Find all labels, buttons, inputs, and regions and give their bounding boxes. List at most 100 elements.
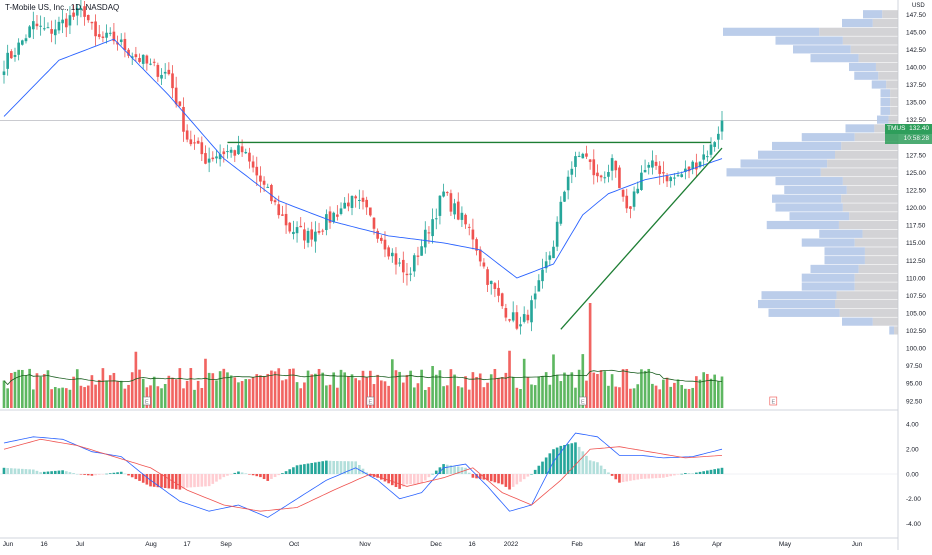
candle-body — [281, 214, 284, 216]
macd-histogram-bar — [409, 474, 412, 485]
macd-histogram-bar — [75, 474, 79, 475]
volume-bar — [563, 372, 566, 408]
volume-bar — [522, 358, 526, 408]
macd-histogram-bar — [218, 474, 222, 480]
candle-body — [328, 211, 332, 223]
macd-histogram-bar — [504, 474, 508, 487]
macd-histogram-bar — [35, 470, 39, 474]
macd-histogram-bar — [427, 474, 431, 478]
macd-histogram-bar — [651, 474, 654, 479]
candle-body — [10, 51, 13, 59]
volume-bar — [423, 389, 427, 408]
candle-body — [339, 208, 343, 214]
candle-body — [717, 133, 720, 140]
time-axis-tick-label: Apr — [712, 541, 723, 548]
candle-body — [647, 164, 651, 168]
candle-body — [618, 167, 621, 189]
volume-bar — [445, 385, 449, 408]
volume-bar — [193, 389, 196, 408]
price-axis-tick-label: 110.00 — [906, 275, 926, 282]
volume-profile-bar — [726, 168, 821, 177]
volume-bar — [427, 387, 431, 408]
volume-bar — [266, 373, 270, 408]
volume-bar — [691, 387, 695, 408]
volume-profile-bar — [854, 238, 898, 247]
macd-histogram-bar — [695, 472, 698, 474]
macd-histogram-bar — [20, 468, 24, 474]
candle-body — [226, 151, 229, 153]
volume-bar — [61, 387, 64, 408]
candle-body — [603, 177, 607, 179]
macd-axis-tick-label: 2.00 — [906, 447, 919, 454]
macd-axis-tick-label: 4.00 — [906, 422, 919, 429]
volume-profile-bar — [842, 177, 898, 186]
volume-profile-bar — [835, 150, 898, 159]
macd-histogram-bar — [262, 474, 266, 480]
candle-body — [244, 151, 248, 154]
volume-profile-bar — [845, 124, 875, 133]
time-axis-tick-label: Nov — [359, 541, 371, 548]
macd-histogram-bar — [654, 474, 658, 479]
candle-body — [86, 15, 90, 21]
volume-profile-bar — [846, 185, 898, 194]
candle-body — [108, 32, 112, 34]
volume-bar — [592, 372, 596, 408]
macd-histogram-bar — [347, 461, 350, 474]
macd-histogram-bar — [116, 472, 119, 474]
price-axis-tick-label: 135.00 — [906, 100, 926, 107]
volume-profile-bar — [871, 80, 887, 89]
volume-bar — [387, 385, 390, 408]
candle-body — [28, 26, 31, 38]
volume-bar — [500, 377, 504, 408]
candle-body — [654, 161, 658, 166]
volume-bar — [684, 388, 687, 408]
volume-profile-bar — [872, 317, 898, 326]
volume-profile-bar — [789, 212, 850, 221]
volume-bar — [526, 377, 530, 408]
macd-histogram-bar — [625, 474, 629, 482]
volume-profile-bar — [819, 27, 898, 36]
macd-histogram-bar — [321, 461, 325, 474]
macd-histogram-bar — [574, 442, 577, 474]
volume-bar — [405, 374, 409, 408]
macd-histogram-bar — [537, 465, 541, 474]
volume-bar — [372, 384, 376, 408]
chart-title: T-Mobile US, Inc., 1D, NASDAQ — [5, 3, 120, 12]
volume-bar — [416, 383, 420, 408]
candle-body — [347, 202, 350, 207]
candle-body — [266, 186, 270, 188]
macd-histogram-bar — [310, 462, 314, 474]
candle-body — [292, 231, 295, 235]
candle-body — [599, 175, 603, 178]
macd-histogram-bar — [130, 474, 134, 478]
macd-histogram-bar — [336, 461, 339, 474]
volume-bar — [596, 374, 599, 408]
volume-bar — [310, 374, 314, 408]
candle-body — [277, 204, 281, 216]
candle-body — [658, 165, 662, 174]
macd-histogram-bar — [596, 462, 599, 474]
macd-histogram-bar — [398, 474, 401, 489]
candle-body — [251, 161, 255, 168]
macd-histogram-bar — [369, 474, 372, 477]
candle-body — [229, 149, 233, 153]
price-axis-tick-label: 107.50 — [906, 293, 926, 300]
volume-bar — [625, 368, 629, 408]
volume-bar — [343, 372, 347, 408]
macd-histogram-bar — [259, 474, 262, 478]
price-axis-tick-label: 120.00 — [906, 205, 926, 212]
volume-bar — [306, 370, 310, 408]
macd-histogram-bar — [61, 470, 64, 474]
volume-bar — [255, 374, 259, 408]
volume-bar — [570, 372, 574, 408]
candle-body — [35, 23, 39, 27]
macd-histogram-bar — [438, 467, 442, 474]
volume-bar — [303, 382, 306, 408]
macd-histogram-bar — [445, 464, 449, 474]
macd-histogram-bar — [566, 444, 570, 474]
candle-body — [379, 237, 383, 241]
candle-body — [559, 201, 563, 224]
volume-bar — [336, 387, 339, 408]
